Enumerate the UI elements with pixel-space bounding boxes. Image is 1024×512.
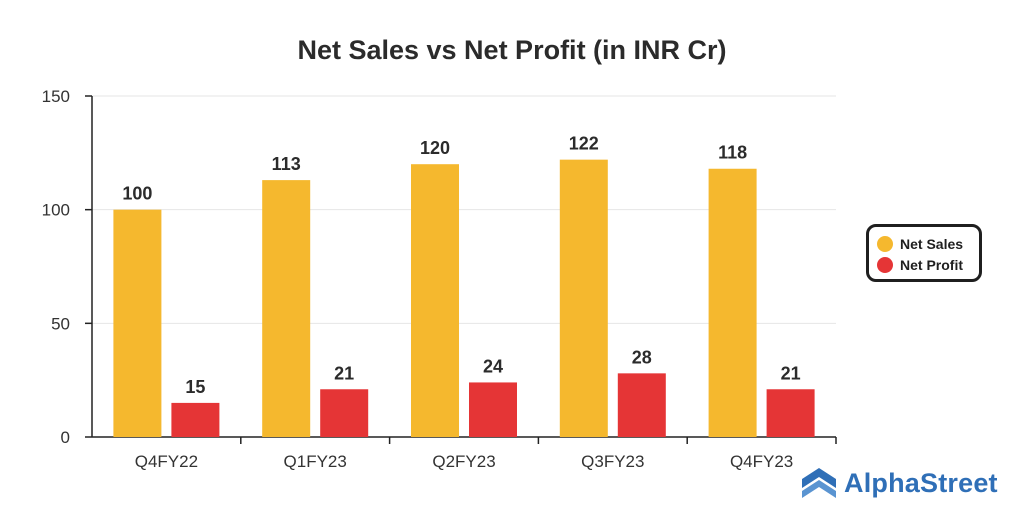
y-tick-label: 150 — [42, 87, 70, 106]
brand-name: AlphaStreet — [844, 467, 998, 498]
legend: Net Sales Net Profit — [866, 224, 982, 282]
bar-net-sales — [411, 164, 459, 437]
chart-title: Net Sales vs Net Profit (in INR Cr) — [297, 35, 726, 65]
y-tick-label: 50 — [51, 314, 70, 333]
data-label-net-sales: 122 — [569, 134, 599, 154]
data-label-net-sales: 113 — [272, 154, 301, 174]
legend-label-net-sales: Net Sales — [900, 235, 964, 252]
x-tick-label: Q2FY23 — [432, 452, 495, 471]
bar-net-profit — [320, 389, 369, 437]
x-tick-label: Q4FY22 — [135, 452, 198, 471]
bar-net-profit — [766, 389, 815, 437]
legend-swatch-net-sales — [877, 235, 893, 252]
legend-item-net-profit: Net Profit — [877, 254, 971, 275]
data-label-net-sales: 100 — [122, 184, 152, 204]
data-label-net-sales: 118 — [718, 143, 747, 163]
x-tick-label: Q4FY23 — [730, 452, 793, 471]
data-label-net-profit: 24 — [483, 356, 503, 376]
bar-net-profit — [469, 382, 517, 437]
data-label-net-sales: 120 — [420, 138, 450, 158]
x-tick-label: Q3FY23 — [581, 452, 644, 471]
bar-net-sales — [113, 209, 162, 437]
data-label-net-profit: 28 — [632, 347, 652, 367]
data-labels: 100 15 113 21 120 24 122 28 118 21 — [122, 134, 800, 397]
legend-label-net-profit: Net Profit — [900, 256, 963, 273]
legend-swatch-net-profit — [877, 256, 893, 273]
bar-net-sales — [708, 168, 757, 437]
y-tick-label: 100 — [42, 201, 70, 220]
bar-net-sales — [559, 159, 608, 438]
bar-net-profit — [171, 402, 220, 437]
data-label-net-profit: 21 — [334, 363, 354, 383]
legend-item-net-sales: Net Sales — [877, 233, 971, 254]
brand-logo: AlphaStreet — [800, 466, 998, 500]
y-tick-label: 0 — [61, 428, 70, 447]
bars — [113, 159, 815, 438]
bar-net-sales — [262, 180, 311, 437]
alphastreet-logo-icon — [802, 468, 836, 498]
x-tick-label: Q1FY23 — [284, 452, 347, 471]
data-label-net-profit: 15 — [185, 377, 205, 397]
bar-net-profit — [617, 373, 666, 437]
data-label-net-profit: 21 — [781, 363, 801, 383]
